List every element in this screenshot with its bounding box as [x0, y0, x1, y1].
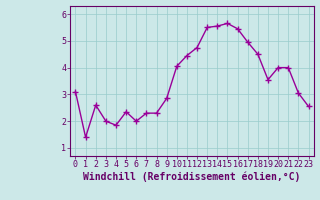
- X-axis label: Windchill (Refroidissement éolien,°C): Windchill (Refroidissement éolien,°C): [83, 172, 301, 182]
